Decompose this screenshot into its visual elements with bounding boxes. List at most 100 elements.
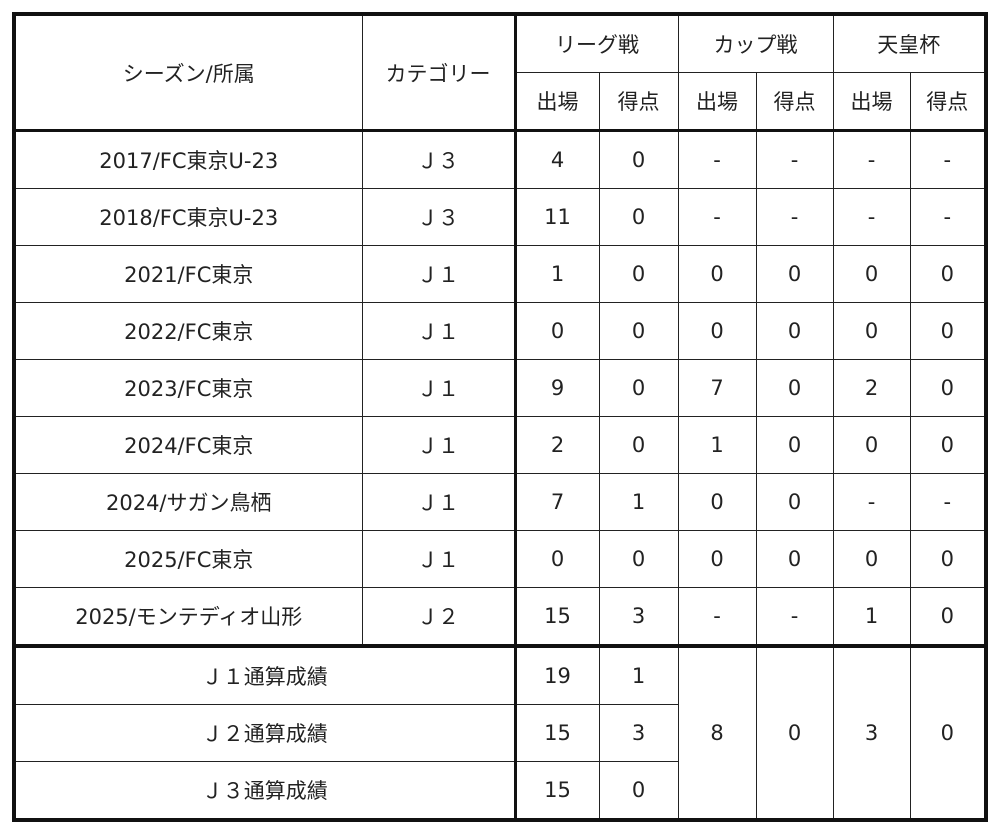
cell-season: 2024/FC東京 [13, 416, 363, 474]
stats-table: シーズン/所属 カテゴリー リーグ戦 カップ戦 天皇杯 出場 得点 出場 得点 … [12, 12, 988, 822]
header-emperor-goals: 得点 [909, 72, 987, 132]
cell-cup-apps: - [677, 587, 757, 647]
cell-category: Ｊ１ [361, 473, 516, 531]
cell-season: 2024/サガン鳥栖 [13, 473, 363, 531]
cell-cup-goals: 0 [755, 473, 834, 531]
header-season: シーズン/所属 [13, 13, 363, 132]
totals-league-apps: 15 [513, 704, 600, 762]
totals-league-goals: 3 [598, 704, 679, 762]
cell-cup-goals: 0 [755, 359, 834, 417]
cell-cup-goals: - [755, 130, 834, 189]
cell-season: 2025/モンテディオ山形 [13, 587, 363, 647]
totals-emperor-goals: 0 [909, 644, 987, 821]
cell-cup-apps: 0 [677, 473, 757, 531]
totals-league-apps: 15 [513, 761, 600, 821]
totals-league-goals: 1 [598, 644, 679, 705]
cell-league-goals: 1 [598, 473, 679, 531]
totals-league-goals: 0 [598, 761, 679, 821]
cell-season: 2023/FC東京 [13, 359, 363, 417]
cell-emp-apps: 0 [832, 245, 911, 303]
cell-season: 2022/FC東京 [13, 302, 363, 360]
table-row: 2023/FC東京 Ｊ１ 9 0 7 0 2 0 [13, 359, 987, 417]
cell-cup-goals: 0 [755, 530, 834, 588]
header-league-apps: 出場 [513, 72, 600, 132]
cell-league-apps: 7 [513, 473, 600, 531]
totals-row: Ｊ３通算成績 15 0 [13, 761, 986, 821]
cell-season: 2017/FC東京U-23 [13, 130, 363, 189]
cell-season: 2021/FC東京 [13, 245, 363, 303]
cell-emp-goals: 0 [909, 530, 987, 588]
table-row: 2017/FC東京U-23 Ｊ３ 4 0- - - - [13, 130, 987, 189]
cell-category: Ｊ３ [361, 130, 516, 189]
header-league-goals: 得点 [598, 72, 679, 132]
table-row: 2025/モンテディオ山形 Ｊ２ 15 3- -1 0 [13, 587, 987, 647]
table-row: 2024/サガン鳥栖 Ｊ１ 7 1 0 0- - [13, 473, 987, 531]
cell-emp-apps: - [832, 130, 911, 189]
cell-league-goals: 0 [598, 302, 679, 360]
cell-emp-apps: 0 [832, 302, 911, 360]
cell-emp-apps: 0 [832, 530, 911, 588]
cell-emp-goals: 0 [909, 245, 987, 303]
header-emperor: 天皇杯 [832, 13, 987, 73]
cell-league-goals: 3 [598, 587, 679, 647]
cell-league-apps: 0 [513, 530, 600, 588]
cell-cup-apps: 7 [677, 359, 757, 417]
cell-cup-goals: 0 [755, 416, 834, 474]
totals-row: Ｊ２通算成績 15 3 [13, 704, 986, 762]
cell-cup-apps: 1 [677, 416, 757, 474]
cell-cup-goals: - [755, 188, 834, 246]
cell-emp-goals: - [909, 473, 987, 531]
cell-league-apps: 2 [513, 416, 600, 474]
cell-cup-apps: 0 [677, 302, 757, 360]
cell-cup-apps: 0 [677, 530, 757, 588]
cell-league-apps: 1 [513, 245, 600, 303]
cell-emp-goals: 0 [909, 416, 987, 474]
totals-cup-apps: 8 [677, 644, 757, 821]
cell-cup-goals: 0 [755, 302, 834, 360]
cell-league-goals: 0 [598, 530, 679, 588]
totals-cup-goals: 0 [755, 644, 834, 821]
cell-league-goals: 0 [598, 416, 679, 474]
header-category: カテゴリー [361, 13, 516, 132]
totals-league-apps: 19 [513, 644, 600, 705]
totals-label: Ｊ１通算成績 [13, 644, 516, 705]
cell-emp-apps: 0 [832, 416, 911, 474]
cell-emp-goals: 0 [909, 359, 987, 417]
header-cup-goals: 得点 [755, 72, 834, 132]
cell-league-goals: 0 [598, 188, 679, 246]
cell-league-apps: 4 [513, 130, 600, 189]
cell-category: Ｊ１ [361, 530, 516, 588]
totals-emperor-apps: 3 [832, 644, 911, 821]
cell-cup-apps: 0 [677, 245, 757, 303]
table-row: 2022/FC東京 Ｊ１ 0 0 0 0 0 0 [13, 302, 987, 360]
totals-label: Ｊ３通算成績 [13, 761, 516, 821]
cell-league-goals: 0 [598, 359, 679, 417]
cell-category: Ｊ２ [361, 587, 516, 647]
totals-row: Ｊ１通算成績 19 1 8 0 3 0 [13, 644, 987, 821]
totals-label: Ｊ２通算成績 [13, 704, 516, 762]
cell-emp-goals: 0 [909, 587, 987, 647]
table-row: 2025/FC東京 Ｊ１ 0 0 0 0 0 0 [13, 530, 987, 588]
cell-emp-apps: 2 [832, 359, 911, 417]
cell-league-apps: 9 [513, 359, 600, 417]
table-row: 2021/FC東京 Ｊ１ 1 0 0 0 0 0 [13, 245, 987, 303]
cell-emp-apps: - [832, 473, 911, 531]
cell-league-apps: 11 [513, 188, 600, 246]
cell-category: Ｊ３ [361, 188, 516, 246]
cell-league-apps: 0 [513, 302, 600, 360]
cell-cup-apps: - [677, 188, 757, 246]
cell-cup-apps: - [677, 130, 757, 189]
cell-league-goals: 0 [598, 245, 679, 303]
cell-emp-goals: - [909, 188, 987, 246]
header-cup-apps: 出場 [677, 72, 757, 132]
table-row: 2018/FC東京U-23 Ｊ３ 11 0- - - - [13, 188, 987, 246]
header-row-1: シーズン/所属 カテゴリー リーグ戦 カップ戦 天皇杯 [13, 13, 987, 132]
cell-category: Ｊ１ [361, 245, 516, 303]
cell-emp-goals: - [909, 130, 987, 189]
header-league: リーグ戦 [513, 13, 679, 73]
table-row: 2024/FC東京 Ｊ１ 2 0 1 0 0 0 [13, 416, 987, 474]
cell-category: Ｊ１ [361, 302, 516, 360]
cell-league-goals: 0 [598, 130, 679, 189]
cell-emp-goals: 0 [909, 302, 987, 360]
cell-emp-apps: - [832, 188, 911, 246]
